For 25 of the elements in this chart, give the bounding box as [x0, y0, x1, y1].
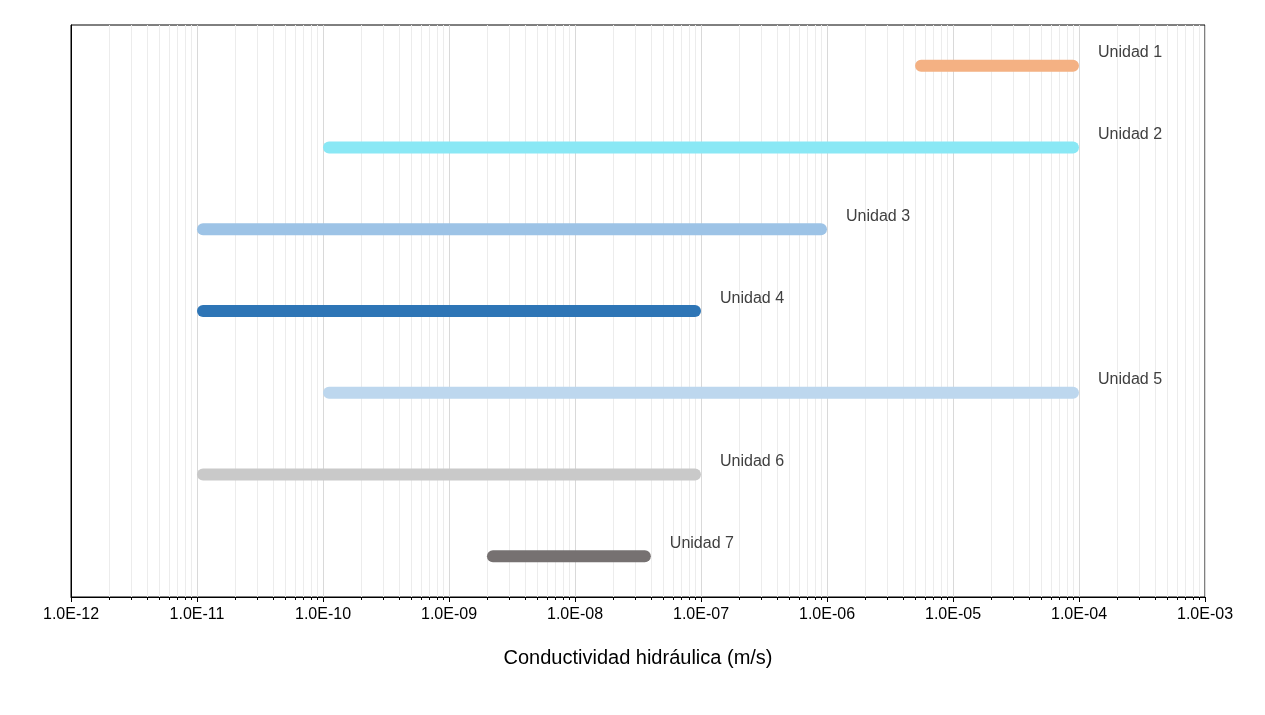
y-tick-label: Unidad 7 — [669, 533, 735, 551]
bar — [197, 305, 701, 317]
bar — [197, 223, 827, 236]
x-tick-label: 1.0E-12 — [42, 604, 100, 622]
x-tick-label: 1.0E-09 — [420, 604, 478, 622]
x-tick-label: 1.0E-07 — [672, 604, 730, 622]
x-tick-label: 1.0E-11 — [169, 604, 225, 622]
x-tick-label: 1.0E-05 — [924, 604, 982, 622]
y-tick-label: Unidad 5 — [1098, 370, 1163, 388]
y-tick-label: Unidad 4 — [720, 288, 785, 306]
bar — [197, 468, 701, 481]
bar — [323, 141, 1079, 154]
x-tick-label: 1.0E-08 — [546, 604, 604, 622]
x-axis-title: Conductividad hidráulica (m/s) — [503, 646, 773, 668]
bar — [486, 550, 651, 563]
x-tick-label: 1.0E-03 — [1176, 604, 1234, 622]
bar — [915, 59, 1079, 72]
x-tick-label: 1.0E-10 — [294, 604, 352, 622]
bar — [323, 386, 1079, 399]
x-tick-label: 1.0E-06 — [798, 604, 856, 622]
x-tick-label: 1.0E-04 — [1050, 604, 1108, 622]
y-tick-label: Unidad 2 — [1098, 125, 1163, 143]
y-tick-label: Unidad 6 — [720, 451, 785, 469]
y-tick-label: Unidad 3 — [846, 206, 911, 224]
y-tick-label: Unidad 1 — [1098, 43, 1163, 61]
